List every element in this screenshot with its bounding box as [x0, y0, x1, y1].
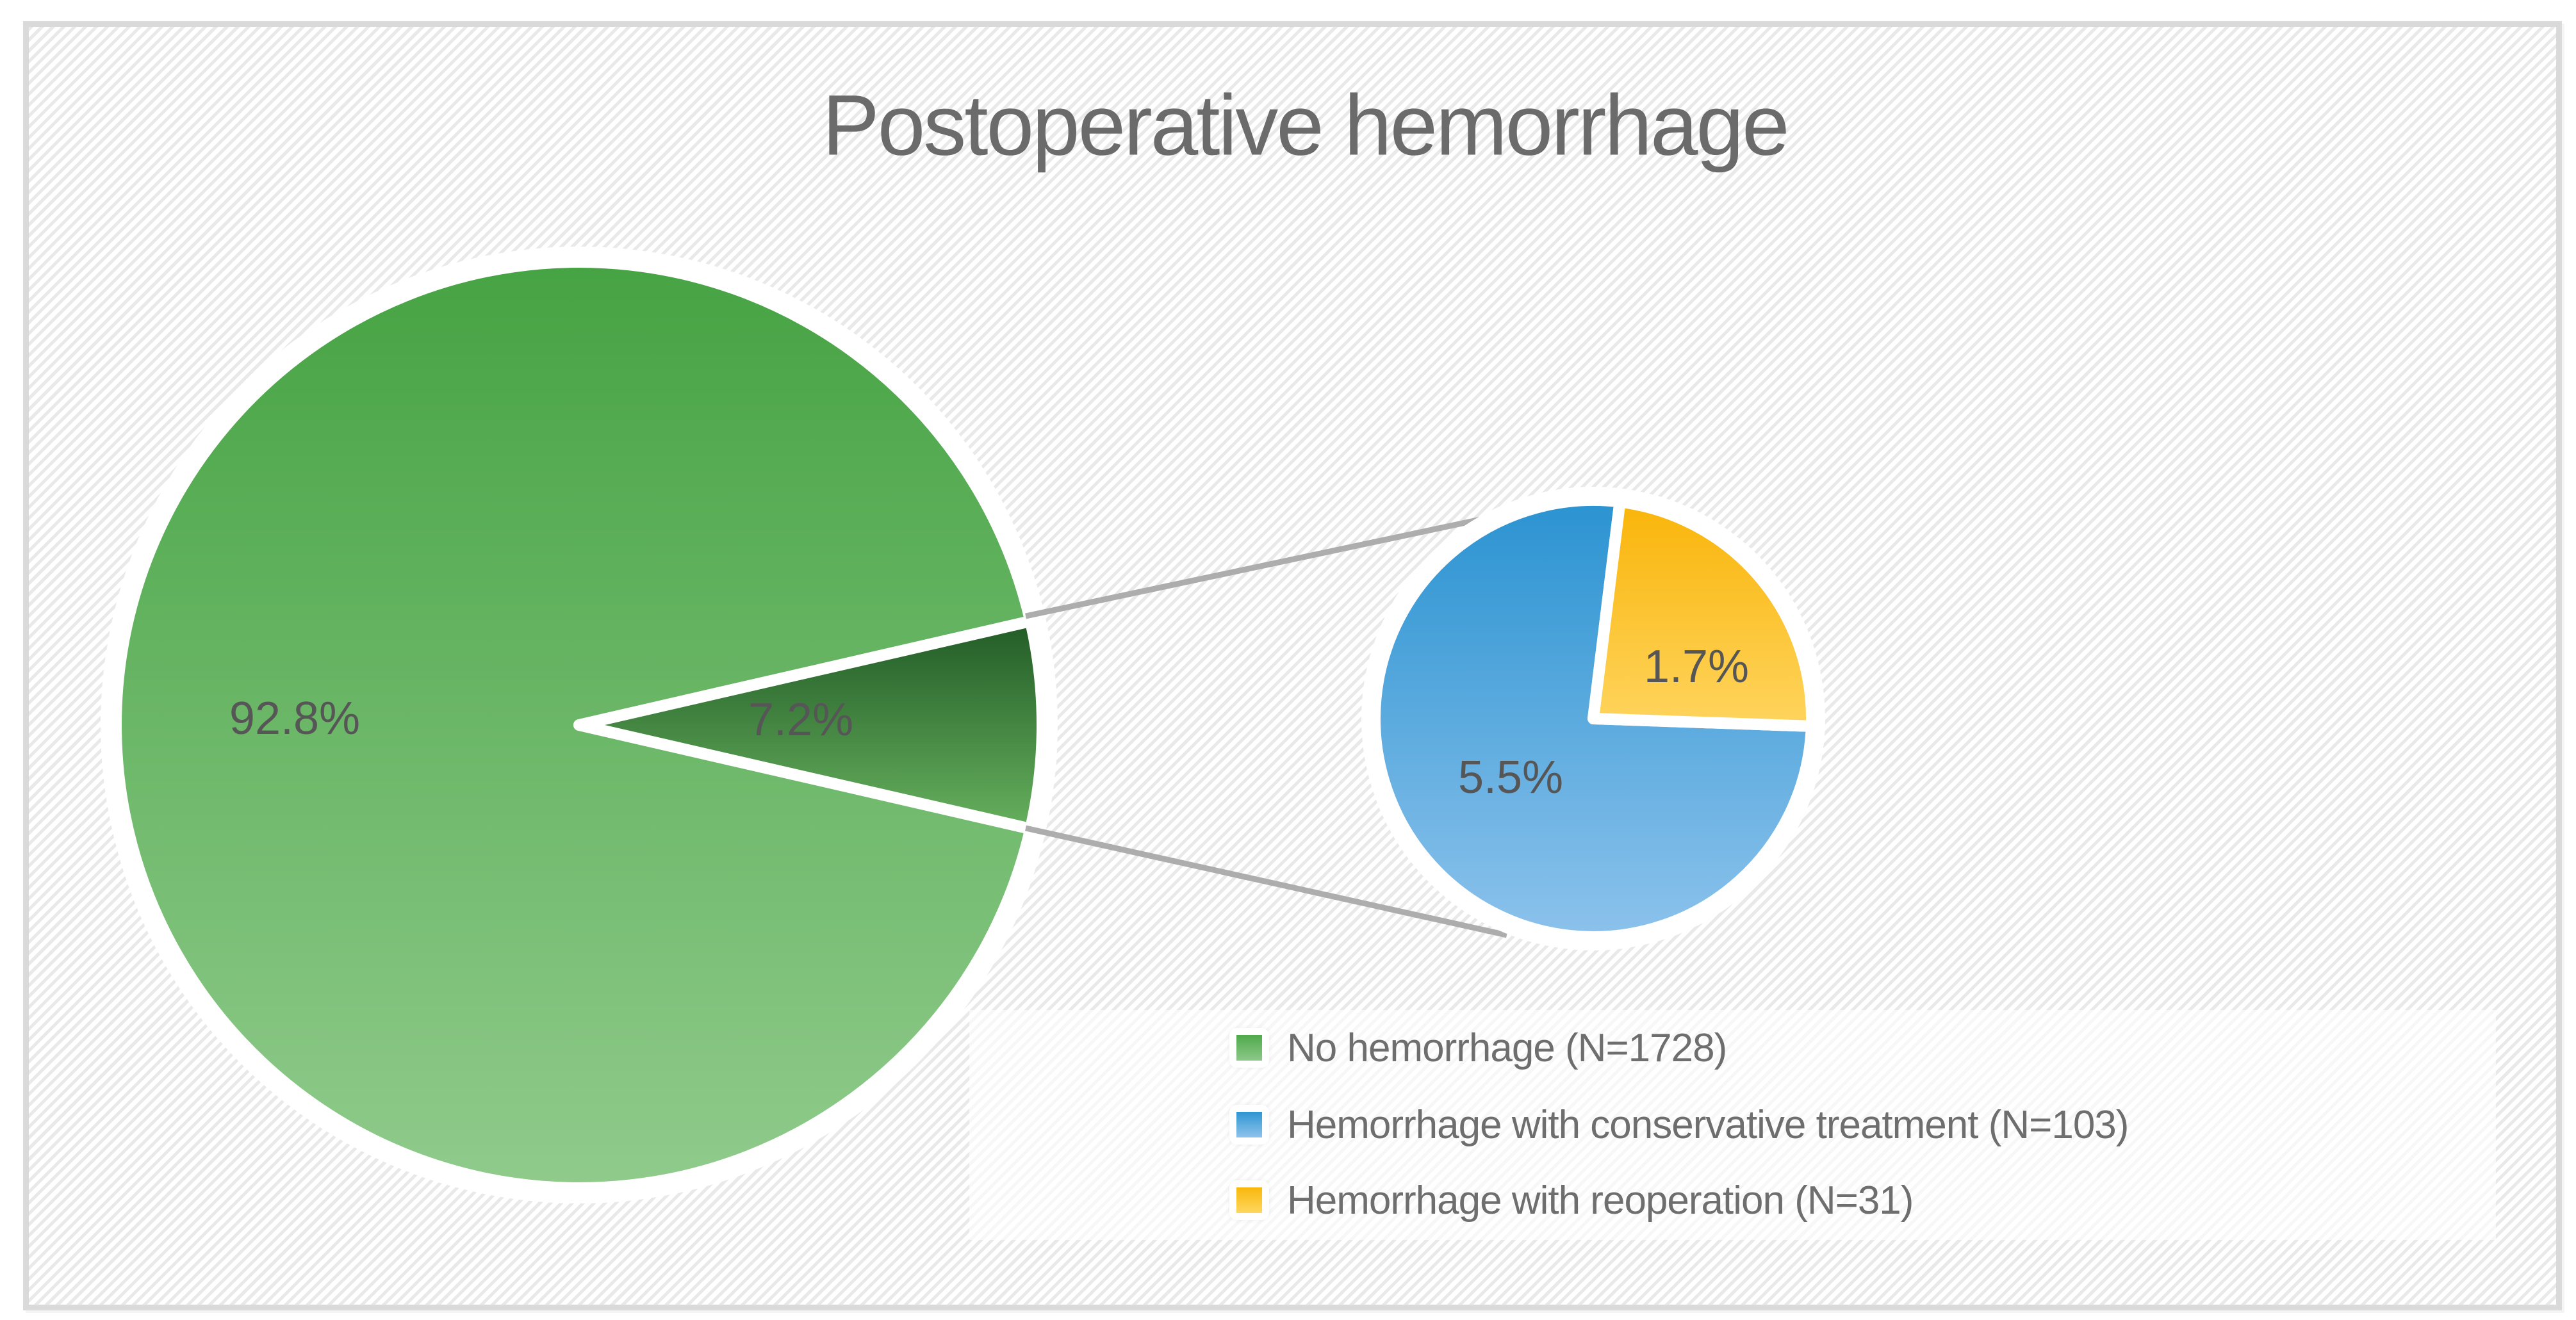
legend-swatch-plate [1229, 1180, 1269, 1220]
data-label-hemorrhage-other: 7.2% [748, 694, 854, 746]
chart-title: Postoperative hemorrhage [822, 77, 1789, 174]
legend-item-reoperation: Hemorrhage with reoperation (N=31) [1229, 1178, 1914, 1223]
legend-swatch-plate [1229, 1028, 1269, 1068]
legend-label: No hemorrhage (N=1728) [1287, 1025, 1727, 1070]
data-label-reoperation: 1.7% [1643, 641, 1750, 692]
connector-line-top [1025, 507, 1523, 619]
pie-slice-hemorrhage-other [573, 615, 1048, 835]
legend-item-no-hemorrhage: No hemorrhage (N=1728) [1229, 1025, 1727, 1070]
legend-swatch-plate [1229, 1105, 1269, 1145]
legend-item-conservative-treatment: Hemorrhage with conservative treatment (… [1229, 1102, 2129, 1147]
legend-label: Hemorrhage with reoperation (N=31) [1287, 1178, 1914, 1223]
legend-swatch-blue [1236, 1112, 1262, 1137]
data-label-conservative-treatment: 5.5% [1457, 752, 1564, 803]
connector-line-bottom [1025, 825, 1507, 938]
legend-swatch-green [1236, 1035, 1262, 1061]
legend-label: Hemorrhage with conservative treatment (… [1287, 1102, 2129, 1147]
pie-slice-reoperation [1587, 496, 1817, 732]
legend-swatch-yellow [1236, 1187, 1262, 1213]
chart-legend: No hemorrhage (N=1728) Hemorrhage with c… [969, 1010, 2496, 1240]
data-label-no-hemorrhage: 92.8% [229, 693, 361, 744]
pie-slice-no-hemorrhage [110, 256, 1037, 1194]
